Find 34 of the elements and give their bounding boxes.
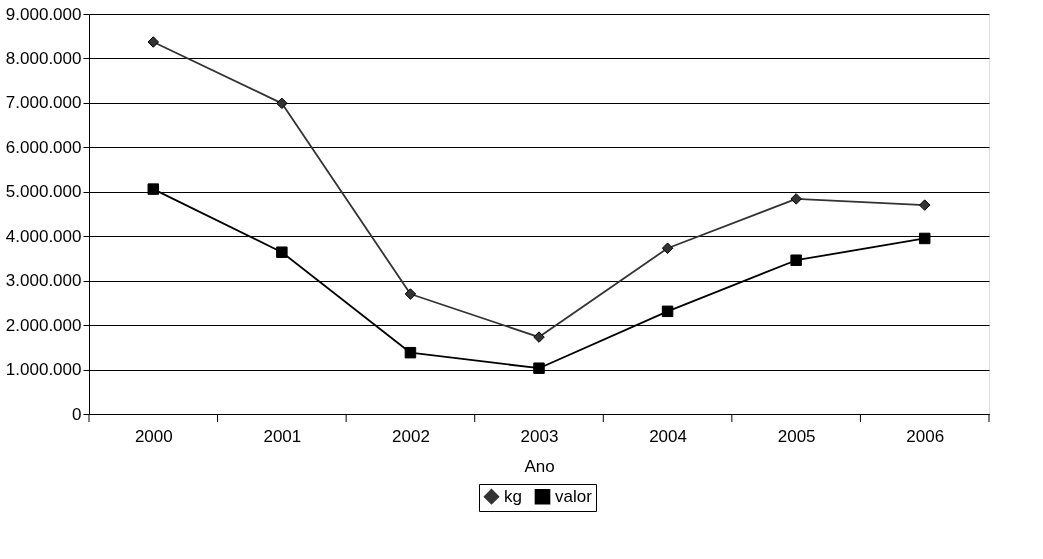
y-tick-label: 2.000.000 xyxy=(5,315,82,335)
point xyxy=(404,346,417,359)
point xyxy=(276,246,288,258)
y-tick-label: 5.000.000 xyxy=(5,182,82,202)
point xyxy=(147,36,160,48)
x-tick-label: 2002 xyxy=(392,426,430,446)
y-tick-label: 4.000.000 xyxy=(5,226,82,246)
y-tick-label: 0 xyxy=(72,404,82,424)
point xyxy=(790,193,802,205)
x-tick-label: 2000 xyxy=(134,426,173,446)
y-tick-label: 6.000.000 xyxy=(5,137,82,157)
point xyxy=(533,362,545,374)
point xyxy=(661,305,674,318)
point xyxy=(404,288,417,300)
y-tick-label: 1.000.000 xyxy=(5,360,82,380)
point xyxy=(790,254,802,266)
point xyxy=(147,183,160,195)
legend-label: kg xyxy=(504,486,522,506)
point xyxy=(918,232,931,245)
legend-label: valor xyxy=(555,486,593,506)
x-axis-title: Ano xyxy=(524,456,555,476)
point xyxy=(276,97,288,110)
x-tick-label: 2003 xyxy=(520,426,559,446)
x-tick-label: 2004 xyxy=(649,426,687,446)
y-tick-label: 7.000.000 xyxy=(5,93,82,113)
point xyxy=(918,199,931,211)
x-tick-label: 2005 xyxy=(777,426,816,446)
x-tick-label: 2001 xyxy=(263,426,302,446)
y-tick-label: 9.000.000 xyxy=(5,4,82,24)
y-tick-label: 8.000.000 xyxy=(5,48,82,68)
point xyxy=(533,331,545,343)
y-tick-label: 3.000.000 xyxy=(5,271,82,291)
point xyxy=(661,242,674,254)
x-tick-label: 2006 xyxy=(906,426,945,446)
